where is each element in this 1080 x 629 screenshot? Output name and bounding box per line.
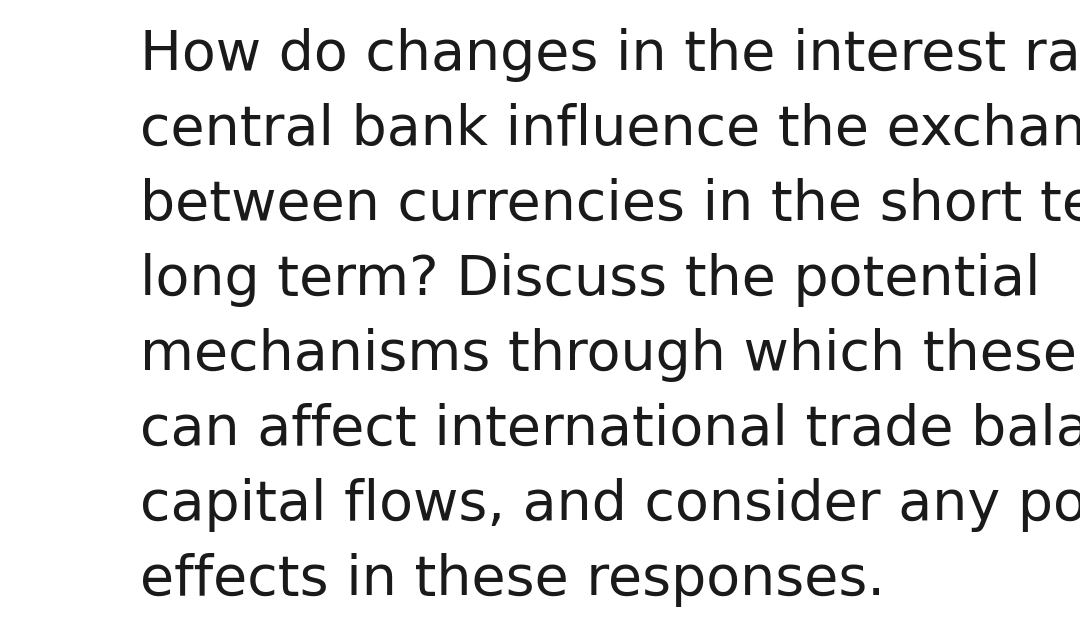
Text: between currencies in the short term and: between currencies in the short term and	[140, 178, 1080, 232]
Text: How do changes in the interest rates set by a: How do changes in the interest rates set…	[140, 28, 1080, 82]
Text: can affect international trade balances and: can affect international trade balances …	[140, 403, 1080, 457]
Text: central bank influence the exchange rates: central bank influence the exchange rate…	[140, 103, 1080, 157]
Text: effects in these responses.: effects in these responses.	[140, 553, 885, 607]
Text: capital flows, and consider any possible lag: capital flows, and consider any possible…	[140, 478, 1080, 532]
Text: long term? Discuss the potential: long term? Discuss the potential	[140, 253, 1040, 307]
Text: mechanisms through which these changes: mechanisms through which these changes	[140, 328, 1080, 382]
